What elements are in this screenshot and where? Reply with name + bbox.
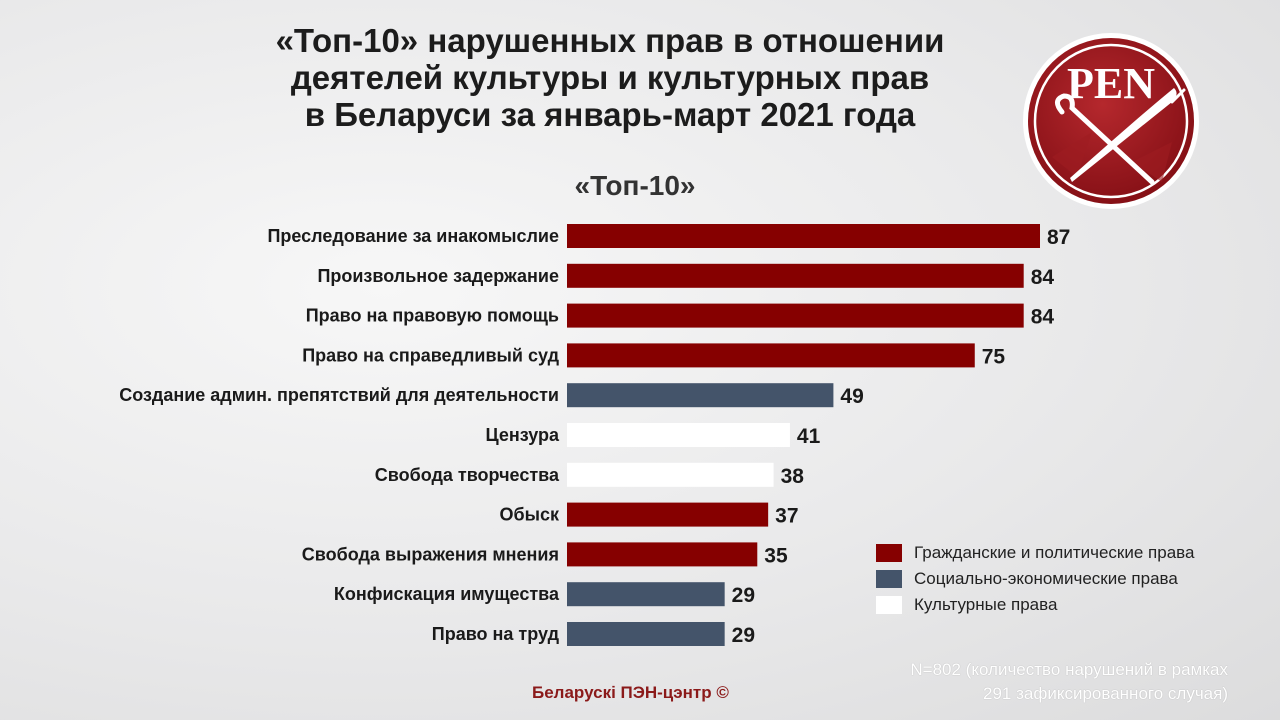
note-line: N=802 (количество нарушений в рамках bbox=[910, 660, 1228, 679]
value-label: 75 bbox=[982, 345, 1006, 368]
chart-legend: Гражданские и политические права Социаль… bbox=[876, 540, 1194, 618]
bar bbox=[567, 303, 1024, 328]
legend-label: Гражданские и политические права bbox=[914, 543, 1195, 562]
category-label: Преследование за инакомыслие bbox=[267, 226, 559, 246]
chart-subtitle: «Топ-10» bbox=[574, 170, 696, 201]
title-line: в Беларуси за январь-март 2021 года bbox=[304, 96, 916, 133]
category-label: Право на труд bbox=[432, 624, 560, 644]
note-line: 291 зафиксированного случая) bbox=[983, 684, 1228, 703]
category-label: Цензура bbox=[485, 425, 560, 445]
value-label: 84 bbox=[1031, 306, 1055, 329]
value-label: 38 bbox=[781, 465, 805, 488]
category-label: Создание админ. препятствий для деятельн… bbox=[119, 385, 559, 405]
value-label: 35 bbox=[764, 544, 788, 567]
category-label: Право на правовую помощь bbox=[306, 306, 559, 326]
bar bbox=[567, 462, 774, 487]
value-label: 41 bbox=[797, 425, 821, 448]
legend-item-socio-economic: Социально-экономические права bbox=[876, 566, 1194, 592]
value-label: 84 bbox=[1031, 266, 1055, 289]
category-label: Произвольное задержание bbox=[317, 266, 559, 286]
bar bbox=[567, 622, 725, 646]
category-label: Право на справедливый суд bbox=[302, 345, 559, 365]
legend-item-cultural: Культурные права bbox=[876, 592, 1194, 618]
value-label: 49 bbox=[840, 385, 863, 408]
category-label: Обыск bbox=[499, 505, 560, 525]
pen-logo-icon: PEN bbox=[1023, 33, 1199, 209]
value-label: 29 bbox=[732, 624, 755, 647]
legend-swatch bbox=[876, 570, 902, 588]
legend-swatch bbox=[876, 596, 902, 614]
title-line: деятелей культуры и культурных прав bbox=[290, 59, 930, 96]
bar bbox=[567, 263, 1024, 288]
legend-swatch bbox=[876, 544, 902, 562]
legend-label: Культурные права bbox=[914, 595, 1058, 614]
category-label: Конфискация имущества bbox=[334, 584, 560, 604]
logo-text: PEN bbox=[1067, 59, 1155, 108]
bar bbox=[567, 224, 1040, 248]
bar bbox=[567, 423, 790, 447]
bar bbox=[567, 502, 769, 527]
category-label: Свобода творчества bbox=[375, 465, 560, 485]
bar bbox=[567, 542, 758, 567]
sample-note: N=802 (количество нарушений в рамках 291… bbox=[808, 658, 1228, 706]
title-line: «Топ-10» нарушенных прав в отношении bbox=[275, 22, 945, 59]
legend-item-civil-political: Гражданские и политические права bbox=[876, 540, 1194, 566]
value-label: 29 bbox=[732, 584, 755, 607]
bar bbox=[567, 582, 725, 607]
value-label: 87 bbox=[1047, 226, 1070, 249]
value-label: 37 bbox=[775, 505, 798, 528]
category-label: Свобода выражения мнения bbox=[302, 544, 559, 564]
bar bbox=[567, 383, 834, 408]
bar bbox=[567, 343, 975, 368]
footer-credit: Беларускі ПЭН-цэнтр © bbox=[532, 683, 729, 702]
legend-label: Социально-экономические права bbox=[914, 569, 1178, 588]
page-title: «Топ-10» нарушенных прав в отношении дея… bbox=[160, 22, 1060, 133]
